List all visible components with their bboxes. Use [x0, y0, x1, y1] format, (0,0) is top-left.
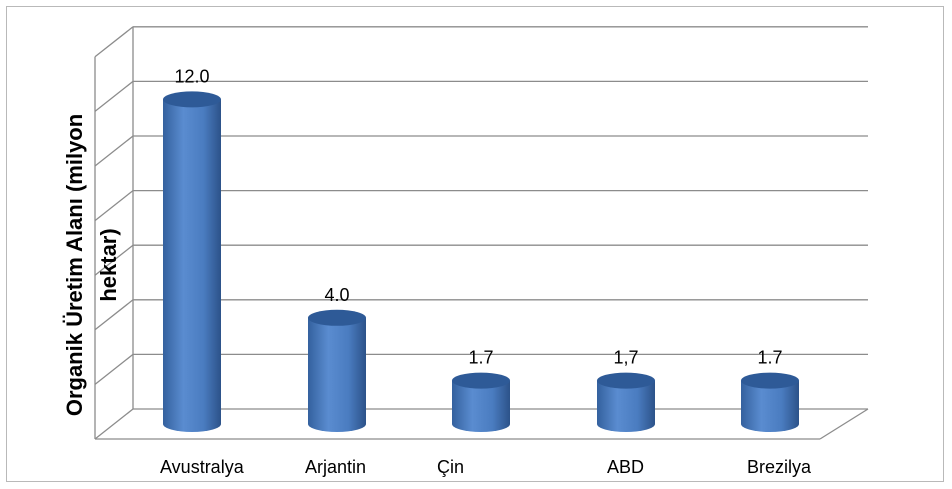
side-wall-gridline [94, 190, 134, 222]
y-axis-title: Organik Üretim Alanı (milyon hektar) [62, 114, 121, 416]
bar-5 [741, 380, 799, 432]
side-wall-gridline [94, 26, 134, 58]
side-wall-gridline [94, 135, 134, 167]
data-label-2: 4.0 [324, 285, 349, 305]
side-wall-gridline [94, 299, 134, 331]
bar-top-4 [597, 372, 655, 389]
category-label-3: Çin [437, 457, 464, 477]
category-label-5: Brezilya [747, 457, 812, 477]
side-wall-gridline [94, 244, 134, 276]
bar-3 [452, 380, 510, 432]
bars [163, 91, 799, 432]
gridlines [94, 26, 869, 440]
y-axis-title-line-1: Organik Üretim Alanı (milyon [62, 114, 87, 416]
floor-right-edge [819, 408, 869, 440]
bar-top-1 [163, 91, 221, 108]
data-label-1: 12.0 [174, 66, 209, 86]
bar-2 [308, 317, 366, 432]
side-wall-gridline [94, 408, 134, 440]
bar-top-2 [308, 309, 366, 326]
data-label-4: 1,7 [613, 348, 638, 368]
bar-1 [163, 99, 221, 432]
data-label-5: 1.7 [757, 348, 782, 368]
category-label-1: Avustralya [160, 457, 245, 477]
category-labels: Avustralya Arjantin Çin ABD Brezilya [160, 457, 812, 477]
chart-frame [6, 6, 944, 482]
bar-top-5 [741, 372, 799, 389]
bar-top-3 [452, 372, 510, 389]
category-label-2: Arjantin [305, 457, 366, 477]
data-label-3: 1.7 [468, 348, 493, 368]
bar-4 [597, 380, 655, 432]
data-labels: 12.0 4.0 1.7 1,7 1.7 [174, 66, 782, 367]
category-label-4: ABD [607, 457, 644, 477]
side-wall-gridline [94, 80, 134, 112]
y-axis-title-line-2: hektar) [96, 228, 121, 301]
side-wall-gridline [94, 353, 134, 385]
